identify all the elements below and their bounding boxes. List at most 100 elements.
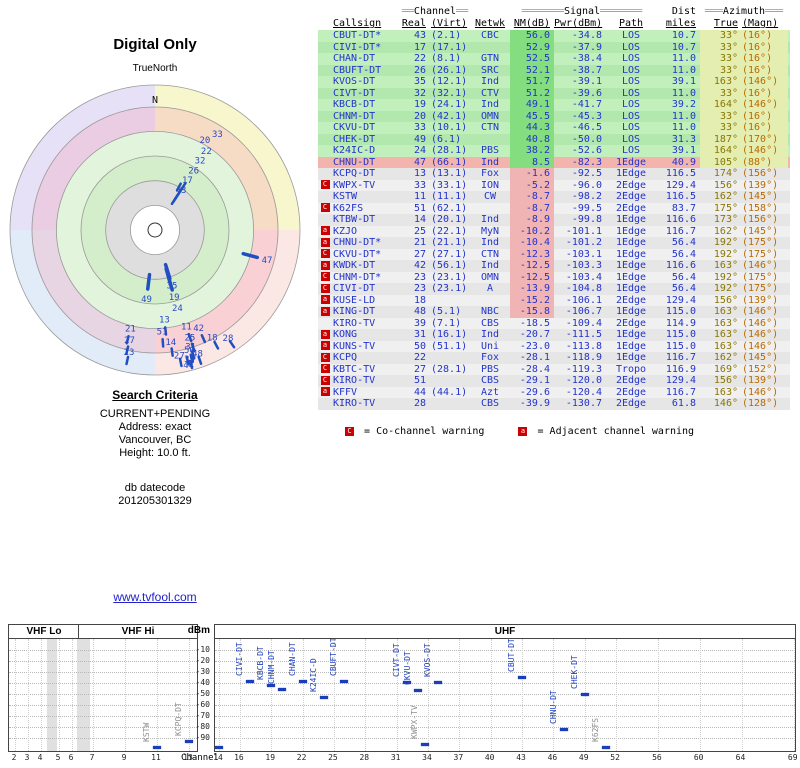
cell-miles: 116.6 (665, 260, 696, 271)
cell-real: 27 (413, 248, 426, 260)
radar-signal-tick (180, 181, 187, 191)
cell-virt: (20.1) (431, 214, 468, 225)
gridline-h (9, 737, 197, 739)
y-tick-label: -40 (195, 677, 210, 687)
cell-miles: 10.7 (671, 30, 696, 41)
col-netwk: Netwk (474, 18, 506, 29)
cell-callsign: CHNM-DT* (333, 271, 382, 283)
cell-net: CTN (480, 248, 500, 260)
radar-channel-label: 39 (184, 355, 195, 365)
cell-real: 43 (413, 30, 426, 41)
cell-nm: 40.8 (510, 133, 554, 145)
radar-signal-tick (170, 347, 174, 357)
cell-magn: (146°) (742, 386, 779, 398)
cell-pwr: -103.3 (565, 260, 602, 271)
radar-channel-label: 24 (172, 304, 183, 314)
gridline-v (15, 639, 16, 751)
cell-true: 164° (700, 145, 738, 157)
cell-real: 21 (413, 237, 426, 248)
x-tick-label: 2 (11, 753, 17, 762)
cell-miles: 11.0 (671, 53, 696, 64)
cell-real: 50 (413, 340, 426, 352)
cell-magn: (156°) (742, 214, 779, 225)
cell-callsign: KVOS-DT (333, 76, 376, 87)
cell-true: 162° (713, 352, 738, 363)
table-row: CIVI-DT* 17 (17.1) 52.9 -37.9 LOS 10.7 33° (16°) (318, 41, 790, 53)
co-channel-flag-icon: C (320, 249, 330, 258)
cell-pwr: -101.2 (565, 237, 602, 248)
tvfool-link[interactable]: www.tvfool.com (113, 590, 197, 604)
y-axis-label: dBm (187, 625, 210, 636)
x-tick-label: 52 (610, 753, 620, 762)
cell-callsign: KCPQ-DT (333, 168, 376, 179)
table-row: KSTW 11 (11.1) CW -8.7 -98.2 2Edge 116.5 162° (14… (318, 191, 790, 203)
cell-nm: -29.6 (519, 386, 550, 398)
cell-true: 33° (700, 30, 738, 42)
adjacent-channel-flag-icon: a (320, 295, 330, 304)
cell-callsign: KONG (333, 329, 358, 340)
station-signal-bar (340, 680, 349, 684)
x-tick-label: 6 (68, 753, 74, 762)
cell-path: Tropo (615, 363, 647, 375)
cell-true: 163° (713, 329, 738, 340)
cell-net: Fox (480, 352, 500, 363)
cell-true: 192° (713, 271, 738, 283)
north-label: N (152, 95, 158, 106)
station-signal-bar (518, 676, 527, 680)
cell-virt: (42.1) (431, 110, 468, 122)
cell-callsign: KWDK-DT (333, 260, 376, 271)
station-signal-bar (319, 695, 328, 699)
cell-net: OMN (480, 110, 500, 122)
gridline-v (741, 639, 743, 751)
cell-nm: -12.5 (510, 271, 554, 283)
cell-callsign: CIVT-DT (333, 87, 376, 99)
cell-miles: 129.4 (665, 294, 696, 306)
y-tick-label: -90 (195, 732, 210, 742)
cell-magn: (146°) (738, 99, 788, 111)
radar-markers: 4317263222203347351949241311511425425031… (124, 130, 273, 371)
station-signal-bar (246, 679, 255, 683)
cell-flag (318, 145, 332, 157)
cell-nm: -15.8 (510, 306, 554, 318)
cell-callsign: KTBW-DT (333, 214, 376, 225)
gridline-v (59, 639, 60, 751)
cell-net: NBC (480, 306, 500, 317)
cell-net: Azt (480, 386, 500, 398)
cell-true: 105° (700, 156, 738, 168)
x-tick-label: 16 (234, 753, 244, 762)
cell-flag: C (318, 375, 332, 387)
cell-virt: (44.1) (431, 386, 468, 398)
cell-true: 33° (700, 53, 738, 65)
col-pwr: Pwr(dBm) (554, 18, 603, 29)
cell-virt: (2.1) (431, 30, 462, 41)
cell-magn: (146°) (742, 317, 779, 329)
co-channel-flag-icon: C (320, 283, 330, 293)
gridline-v (302, 639, 304, 751)
cell-miles: 116.7 (665, 225, 696, 237)
cell-magn: (16°) (738, 122, 788, 134)
gridline-v (271, 639, 273, 751)
gridline-v (125, 639, 126, 751)
adjacent-channel-flag-icon: a (320, 341, 330, 350)
radar-signal-tick (161, 337, 165, 348)
cell-true: 33° (700, 64, 738, 76)
cell-real: 13 (413, 168, 426, 179)
gridline-h (215, 737, 795, 739)
cell-real: 28 (413, 398, 426, 409)
channel-group-header: ══Channel══ (401, 6, 469, 17)
adjacent-channel-flag-icon: a (320, 226, 330, 235)
cell-path: 1Edge (615, 168, 647, 179)
radar-channel-label: 25 (185, 334, 196, 344)
cell-path: 2Edge (615, 294, 647, 306)
cell-pwr: -101.1 (565, 225, 602, 237)
gridline-h (215, 693, 795, 695)
gridline-v (28, 639, 29, 751)
cell-callsign: CHEK-DT (333, 133, 376, 145)
x-tick-label: 43 (516, 753, 526, 762)
cell-pwr: -92.5 (571, 168, 602, 179)
cell-path: LOS (621, 99, 641, 110)
cell-true: 164° (700, 99, 738, 111)
gridline-v (72, 639, 73, 751)
radar-channel-label: 18 (207, 334, 218, 344)
